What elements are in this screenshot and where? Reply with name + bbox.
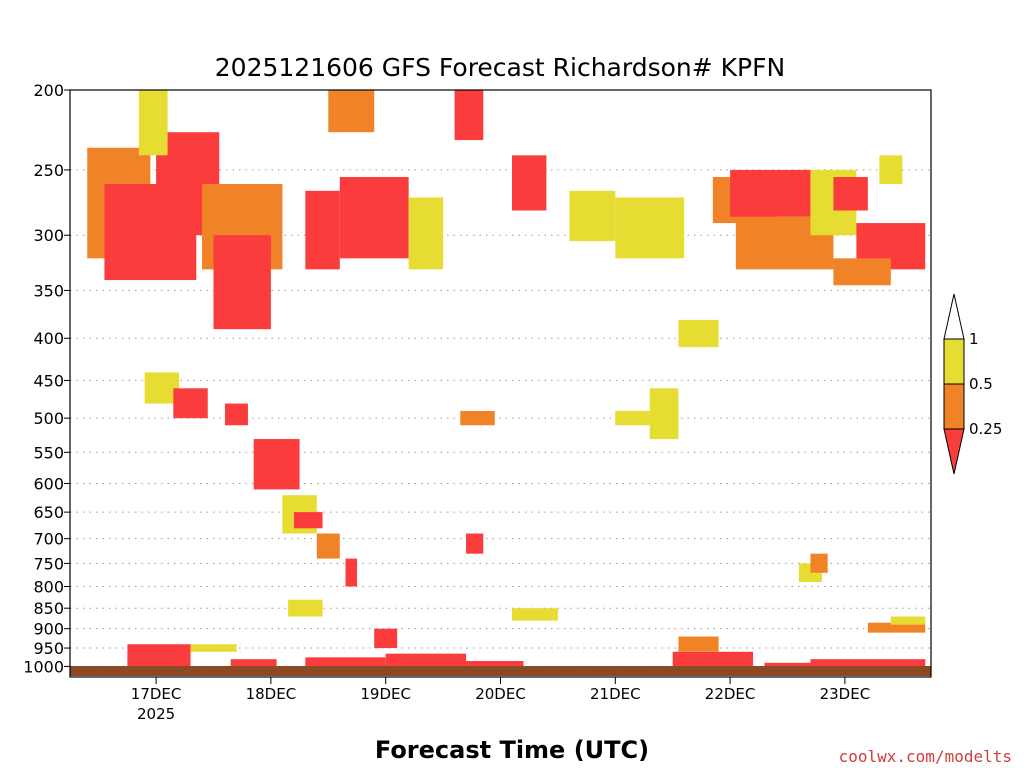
x-tick-label: 21DEC — [590, 685, 641, 703]
heatmap-region-12 — [569, 190, 616, 242]
heatmap-region-29 — [345, 558, 357, 587]
y-tick-label: 500 — [33, 409, 64, 428]
x-tick-label: 22DEC — [705, 685, 756, 703]
heatmap-region-11 — [511, 155, 547, 211]
heatmap-region-47 — [678, 636, 719, 652]
heatmap-region-30 — [466, 533, 484, 554]
heatmap-region-42 — [230, 659, 277, 670]
heatmap-region-45 — [466, 661, 524, 670]
x-tick-label: 20DEC — [475, 685, 526, 703]
y-tick-label: 700 — [33, 530, 64, 549]
y-tick-label: 450 — [33, 371, 64, 390]
heatmap-region-31 — [460, 410, 495, 426]
x-tick-label: 19DEC — [360, 685, 411, 703]
heatmap-region-9 — [328, 90, 375, 133]
y-tick-label: 600 — [33, 474, 64, 493]
heatmap-region-5 — [213, 235, 271, 330]
heatmap-region-6 — [305, 190, 340, 270]
heatmap-region-51 — [890, 616, 926, 625]
y-tick-label: 250 — [33, 161, 64, 180]
heatmap-region-7 — [339, 177, 409, 259]
colorbar-bin-mid — [943, 383, 965, 430]
heatmap-region-21 — [879, 155, 903, 184]
x-axis-label: Forecast Time (UTC) — [375, 736, 649, 764]
heatmap-region-49 — [810, 659, 926, 670]
heatmap-region-18 — [833, 177, 868, 211]
heatmap-region-20 — [833, 258, 891, 286]
heatmap-region-32 — [615, 410, 650, 426]
colorbar-label: 1 — [969, 330, 979, 348]
x-tick-sublabel: 2025 — [137, 705, 175, 723]
chart-title: 2025121606 GFS Forecast Richardson# KPFN — [215, 53, 785, 82]
x-axis: 17DEC 2025 18DEC 19DEC 20DEC 21DEC 22DEC 23DEC — [131, 677, 870, 723]
plot-frame — [69, 89, 932, 678]
heatmap-region-44 — [385, 653, 467, 670]
heatmap-region-3 — [138, 90, 168, 156]
heatmap-region-23 — [173, 388, 208, 419]
y-tick-label: 950 — [33, 639, 64, 658]
heatmap-region-25 — [253, 439, 300, 490]
y-tick-label: 800 — [33, 577, 64, 596]
heatmap-region-38 — [288, 599, 323, 617]
y-tick-label: 350 — [33, 281, 64, 300]
y-axis: 200 250 300 350 400 450 500 550 600 650 700 750 800 8… — [23, 81, 70, 676]
colorbar-bin-high — [943, 338, 965, 385]
y-tick-label: 900 — [33, 620, 64, 639]
colorbar-label: 0.5 — [969, 375, 993, 393]
ground-strip — [70, 666, 931, 676]
y-tick-label: 200 — [33, 81, 64, 100]
colorbar-label: 0.25 — [969, 420, 1002, 438]
heatmap-region-15 — [730, 169, 811, 217]
colorbar: 1 0.5 0.25 — [943, 293, 1002, 475]
colorbar-bottom-arrow — [943, 428, 965, 475]
y-tick-label: 300 — [33, 226, 64, 245]
credit-text: coolwx.com/modelts — [839, 747, 1012, 766]
heatmap-region-8 — [408, 197, 444, 270]
x-tick-label: 17DEC — [131, 685, 182, 703]
y-tick-label: 400 — [33, 329, 64, 348]
heatmap-region-50 — [867, 622, 926, 633]
y-tick-label: 1000 — [23, 657, 64, 676]
heatmap-region-22 — [144, 372, 180, 404]
y-tick-label: 650 — [33, 503, 64, 522]
heatmap-region-40 — [127, 644, 191, 667]
x-tick-label: 23DEC — [820, 685, 871, 703]
heatmap-region-13 — [615, 197, 685, 259]
heatmap-region-37 — [511, 608, 558, 621]
heatmap-region-36 — [810, 553, 828, 573]
x-tick-label: 18DEC — [246, 685, 297, 703]
y-tick-label: 750 — [33, 554, 64, 573]
heatmap-cells — [87, 90, 926, 670]
heatmap-region-41 — [190, 644, 237, 652]
heatmap-region-28 — [316, 533, 340, 559]
heatmap-region-27 — [293, 512, 323, 529]
heatmap-region-10 — [454, 90, 484, 141]
heatmap-region-24 — [224, 403, 248, 426]
heatmap-region-39 — [374, 628, 398, 649]
heatmap-region-34 — [678, 319, 719, 348]
y-tick-label: 550 — [33, 443, 64, 462]
heatmap-region-46 — [672, 651, 754, 670]
y-tick-label: 850 — [33, 599, 64, 618]
heatmap-region-33 — [649, 388, 679, 440]
